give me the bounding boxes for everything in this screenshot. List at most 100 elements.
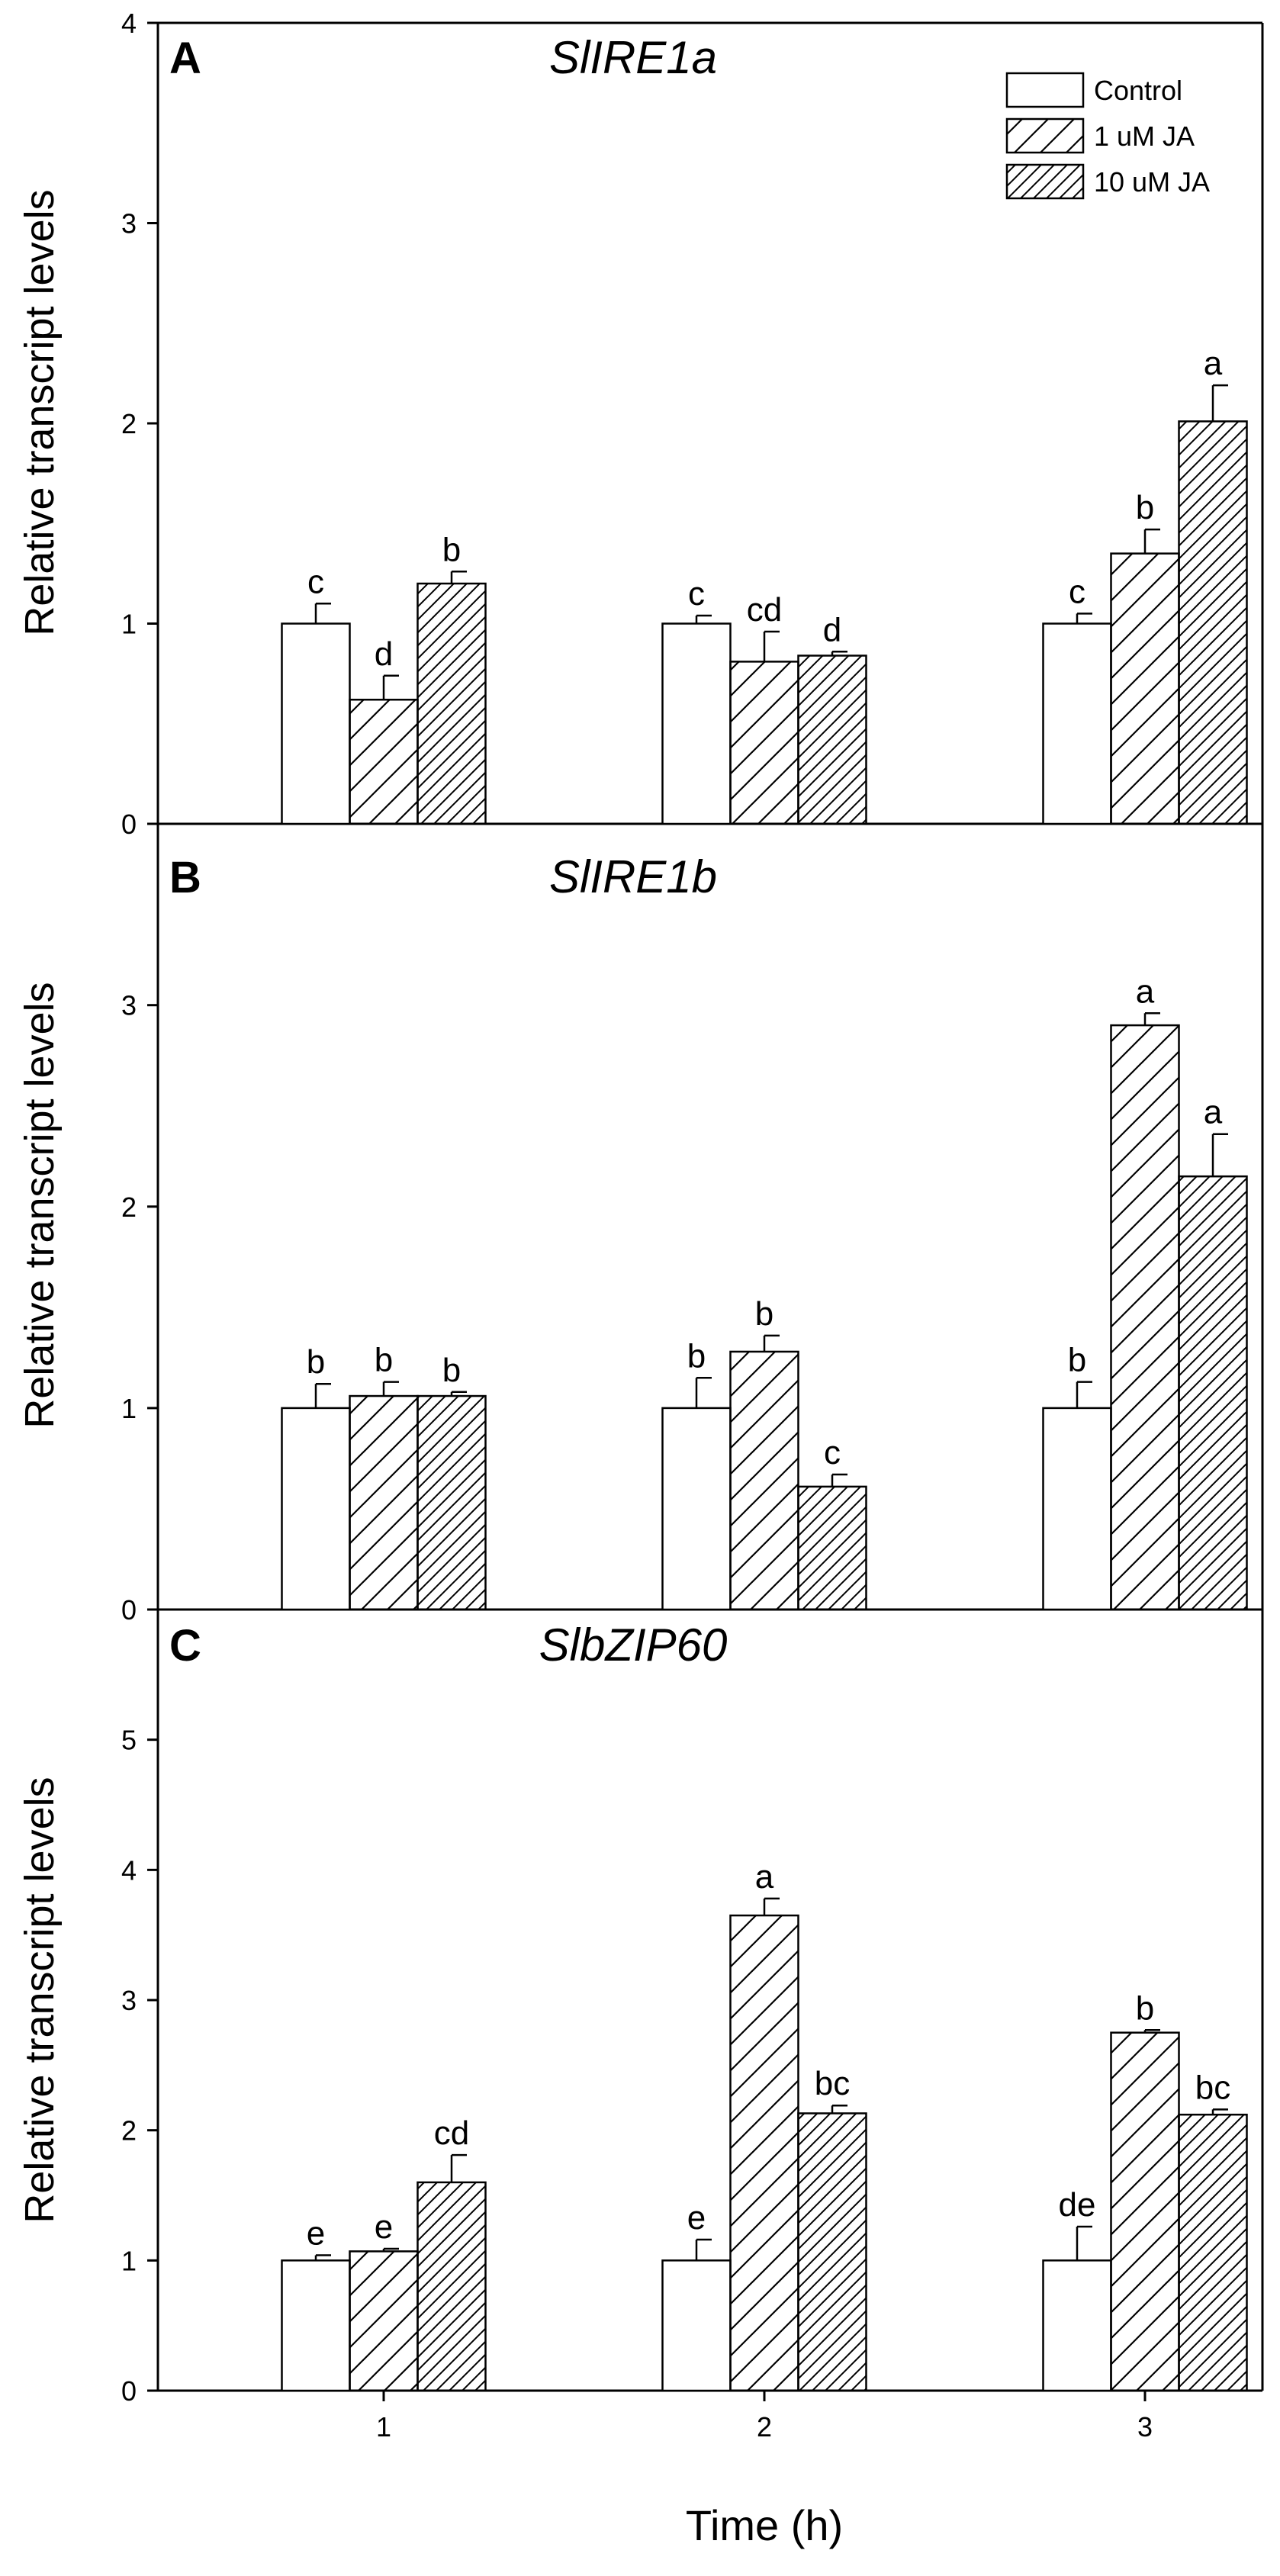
bar-10um — [797, 654, 867, 825]
bar-1um — [349, 1394, 419, 1611]
significance-label: e — [307, 2215, 325, 2253]
bar-control — [281, 1407, 351, 1611]
significance-label: b — [442, 531, 461, 568]
y-tick-label: 1 — [121, 609, 137, 640]
significance-label: a — [1136, 973, 1155, 1010]
y-axis-label-c: Relative transcript levels — [17, 1777, 63, 2223]
y-tick-label: 3 — [121, 208, 137, 240]
bar-10um — [797, 2112, 867, 2392]
significance-label: d — [823, 611, 841, 648]
bar-10um — [1178, 1175, 1248, 1611]
bar-control — [281, 2259, 351, 2392]
y-tick-label: 4 — [121, 8, 137, 39]
bar-control — [1042, 622, 1112, 825]
bar-10um — [797, 1485, 867, 1611]
bar-control — [661, 2259, 732, 2392]
legend-swatch-10um — [1005, 163, 1085, 200]
y-tick-label: 4 — [121, 1854, 137, 1886]
significance-label: c — [1069, 573, 1085, 610]
y-ticks-a: 0 1 2 3 4 — [121, 8, 158, 840]
bar-10um — [416, 582, 487, 825]
y-tick-label: 2 — [121, 1192, 137, 1223]
panel-a: A SlIRE1a Relative transcript levels 0 1 2… — [17, 8, 1248, 840]
y-tick-label: 1 — [121, 2245, 137, 2276]
bar-1um — [1110, 552, 1180, 825]
y-tick-label: 3 — [121, 990, 137, 1021]
significance-label: b — [755, 1295, 773, 1333]
legend: Control 1 uM JA 10 uM JA — [1005, 72, 1210, 200]
panel-c: C SlbZIP60 Relative transcript levels 0 1… — [17, 1619, 1248, 2407]
significance-label: b — [1136, 489, 1154, 526]
x-tick-label: 1 — [376, 2411, 391, 2443]
bar-control — [661, 622, 732, 825]
y-tick-label: 3 — [121, 1985, 137, 2016]
bar-1um — [729, 661, 799, 825]
legend-label-10um: 10 uM JA — [1094, 166, 1210, 198]
y-tick-label: 2 — [121, 2115, 137, 2147]
bar-1um — [349, 2250, 419, 2392]
bar-10um — [1178, 2113, 1248, 2392]
significance-label: a — [1204, 345, 1223, 382]
y-axis-label-a: Relative transcript levels — [17, 189, 63, 635]
x-tick-label: 2 — [757, 2411, 772, 2443]
panel-letter-c: C — [169, 1621, 201, 1671]
significance-label: b — [1068, 1342, 1086, 1379]
bar-control — [281, 622, 351, 825]
bar-control — [1042, 1407, 1112, 1611]
y-tick-label: 0 — [121, 809, 137, 840]
panel-b: B SlIRE1b Relative transcript levels 0 1 2… — [17, 851, 1248, 1626]
panel-letter-a: A — [169, 34, 201, 83]
bar-1um — [1110, 2031, 1180, 2392]
significance-label: bc — [1195, 2069, 1230, 2106]
bar-1um — [729, 1914, 799, 2392]
y-tick-label: 0 — [121, 1594, 137, 1626]
significance-label: e — [375, 2208, 393, 2246]
significance-label: a — [1204, 1094, 1223, 1131]
panel-title-a: SlIRE1a — [549, 32, 717, 83]
y-tick-label: 0 — [121, 2375, 137, 2407]
y-tick-label: 1 — [121, 1393, 137, 1424]
y-tick-label: 5 — [121, 1725, 137, 1756]
x-ticks: 1 2 3 — [376, 2391, 1153, 2443]
x-axis-label: Time (h) — [686, 2501, 843, 2549]
bar-control — [1042, 2259, 1112, 2392]
panel-title-b: SlIRE1b — [549, 851, 717, 902]
legend-label-1um: 1 uM JA — [1094, 121, 1195, 152]
y-axis-label-b: Relative transcript levels — [17, 982, 63, 1428]
significance-label: b — [442, 1352, 461, 1389]
y-ticks-c: 0 1 2 3 4 5 — [121, 1725, 158, 2407]
significance-label: c — [824, 1434, 841, 1471]
bar-1um — [1110, 1024, 1180, 1611]
bars-c: e e de e a b cd bc bc — [281, 1858, 1248, 2392]
significance-label: a — [755, 1858, 774, 1896]
bar-10um — [416, 2181, 487, 2392]
significance-label: e — [687, 2199, 706, 2237]
legend-label-control: Control — [1094, 75, 1182, 106]
legend-swatch-1um — [1005, 117, 1085, 154]
significance-label: de — [1059, 2186, 1096, 2224]
bar-10um — [1178, 420, 1248, 825]
significance-label: b — [1136, 1989, 1154, 2027]
significance-label: b — [687, 1337, 706, 1375]
significance-label: c — [688, 575, 705, 613]
significance-label: c — [307, 563, 324, 600]
y-ticks-b: 0 1 2 3 — [121, 990, 158, 1626]
bars-b: b b b b b a b c a — [281, 973, 1248, 1611]
legend-swatch-control — [1005, 72, 1085, 108]
significance-label: cd — [747, 591, 782, 629]
y-tick-label: 2 — [121, 408, 137, 439]
bar-1um — [349, 699, 419, 825]
significance-label: bc — [815, 2065, 850, 2102]
panel-title-c: SlbZIP60 — [539, 1619, 728, 1671]
bar-control — [661, 1407, 732, 1611]
panel-letter-b: B — [169, 853, 201, 902]
significance-label: b — [375, 1342, 393, 1379]
x-tick-label: 3 — [1137, 2411, 1153, 2443]
significance-label: cd — [434, 2115, 469, 2152]
significance-label: d — [375, 635, 393, 673]
plot-frame — [156, 21, 1264, 2392]
bar-10um — [416, 1394, 487, 1611]
significance-label: b — [307, 1343, 325, 1381]
